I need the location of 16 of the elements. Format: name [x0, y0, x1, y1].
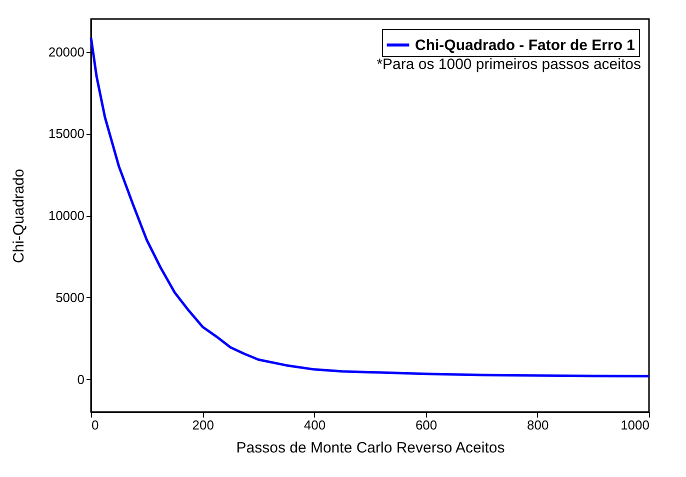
x-tick-label: 200: [192, 418, 214, 432]
x-axis-title: Passos de Monte Carlo Reverso Aceitos: [236, 440, 505, 456]
y-tick-label: 0: [77, 372, 84, 387]
y-axis-title: Chi-Quadrado: [10, 168, 28, 264]
y-tick-label: 10000: [48, 208, 84, 223]
x-tick-label: 0: [92, 418, 99, 432]
y-tick-label: 15000: [48, 126, 84, 142]
x-tick-label: 800: [527, 418, 549, 432]
x-tick-label: 1000: [620, 418, 650, 432]
annotation: *Para os 1000 primeiros passos aceitos: [376, 56, 641, 73]
legend-label: Chi-Quadrado - Fator de Erro 1: [415, 37, 636, 54]
y-tick-label: 20000: [48, 44, 84, 60]
x-tick-label: 600: [415, 418, 438, 432]
x-tick-label: 400: [304, 418, 326, 432]
y-tick-label: 5000: [56, 290, 84, 305]
line-series: [90, 36, 650, 378]
